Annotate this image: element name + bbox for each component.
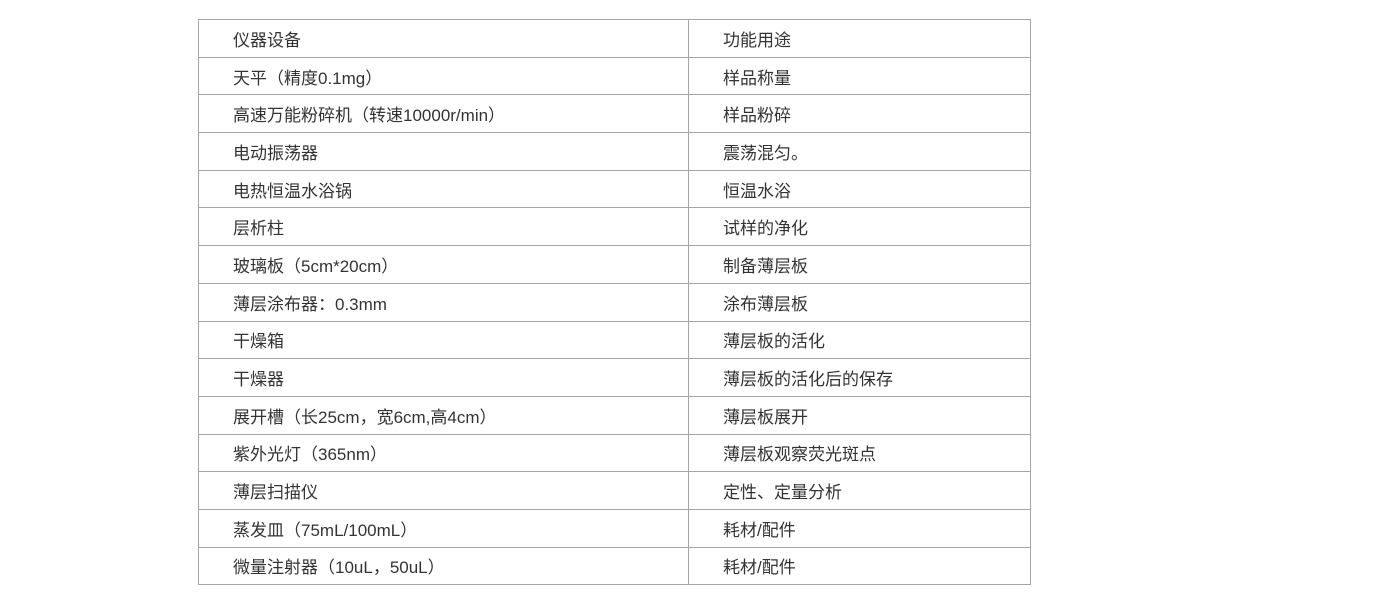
table-row: 薄层扫描仪 定性、定量分析 <box>198 471 1031 510</box>
table-cell: 电热恒温水浴锅 <box>198 169 689 209</box>
table-cell: 薄层扫描仪 <box>198 471 689 510</box>
table-cell: 薄层板展开 <box>688 395 1031 435</box>
table-cell: 定性、定量分析 <box>688 471 1031 510</box>
table-cell: 耗材/配件 <box>688 546 1031 586</box>
table-row: 蒸发皿（75mL/100mL） 耗材/配件 <box>198 508 1031 548</box>
table-cell: 样品称量 <box>688 56 1031 96</box>
table-row: 干燥箱 薄层板的活化 <box>198 320 1031 360</box>
table-cell: 展开槽（长25cm，宽6cm,高4cm） <box>198 395 689 435</box>
table-cell: 微量注射器（10uL，50uL） <box>198 546 689 586</box>
equipment-table-container: 仪器设备 功能用途 天平（精度0.1mg） 样品称量 高速万能粉碎机（转速10000r/… <box>198 19 1031 586</box>
table-cell: 电动振荡器 <box>198 132 689 171</box>
table-row: 薄层涂布器：0.3mm 涂布薄层板 <box>198 282 1031 322</box>
equipment-table: 仪器设备 功能用途 天平（精度0.1mg） 样品称量 高速万能粉碎机（转速10000r/… <box>198 19 1031 586</box>
table-row: 高速万能粉碎机（转速10000r/min） 样品粉碎 <box>198 94 1031 134</box>
table-cell: 紫外光灯（365nm） <box>198 433 689 473</box>
table-cell: 耗材/配件 <box>688 508 1031 548</box>
table-cell: 薄层板的活化后的保存 <box>688 358 1031 397</box>
table-cell: 玻璃板（5cm*20cm） <box>198 245 689 284</box>
table-cell: 恒温水浴 <box>688 169 1031 209</box>
table-row: 微量注射器（10uL，50uL） 耗材/配件 <box>198 546 1031 586</box>
table-cell: 制备薄层板 <box>688 245 1031 284</box>
column-header-cell: 仪器设备 <box>198 19 689 58</box>
column-header-cell: 功能用途 <box>688 19 1031 58</box>
table-cell: 蒸发皿（75mL/100mL） <box>198 508 689 548</box>
table-row: 干燥器 薄层板的活化后的保存 <box>198 358 1031 397</box>
table-row: 紫外光灯（365nm） 薄层板观察荧光斑点 <box>198 433 1031 473</box>
table-cell: 薄层涂布器：0.3mm <box>198 282 689 322</box>
table-cell: 干燥器 <box>198 358 689 397</box>
equipment-table-body: 仪器设备 功能用途 天平（精度0.1mg） 样品称量 高速万能粉碎机（转速10000r/… <box>198 19 1031 586</box>
table-cell: 震荡混匀。 <box>688 132 1031 171</box>
table-cell: 涂布薄层板 <box>688 282 1031 322</box>
table-cell: 高速万能粉碎机（转速10000r/min） <box>198 94 689 134</box>
table-row: 展开槽（长25cm，宽6cm,高4cm） 薄层板展开 <box>198 395 1031 435</box>
table-cell: 薄层板观察荧光斑点 <box>688 433 1031 473</box>
table-cell: 干燥箱 <box>198 320 689 360</box>
table-row: 层析柱 试样的净化 <box>198 207 1031 247</box>
table-cell: 样品粉碎 <box>688 94 1031 134</box>
table-cell: 天平（精度0.1mg） <box>198 56 689 96</box>
table-cell: 薄层板的活化 <box>688 320 1031 360</box>
table-row: 天平（精度0.1mg） 样品称量 <box>198 56 1031 96</box>
table-header-row: 仪器设备 功能用途 <box>198 19 1031 58</box>
table-cell: 试样的净化 <box>688 207 1031 247</box>
table-cell: 层析柱 <box>198 207 689 247</box>
table-row: 电动振荡器 震荡混匀。 <box>198 132 1031 171</box>
table-row: 电热恒温水浴锅 恒温水浴 <box>198 169 1031 209</box>
table-row: 玻璃板（5cm*20cm） 制备薄层板 <box>198 245 1031 284</box>
